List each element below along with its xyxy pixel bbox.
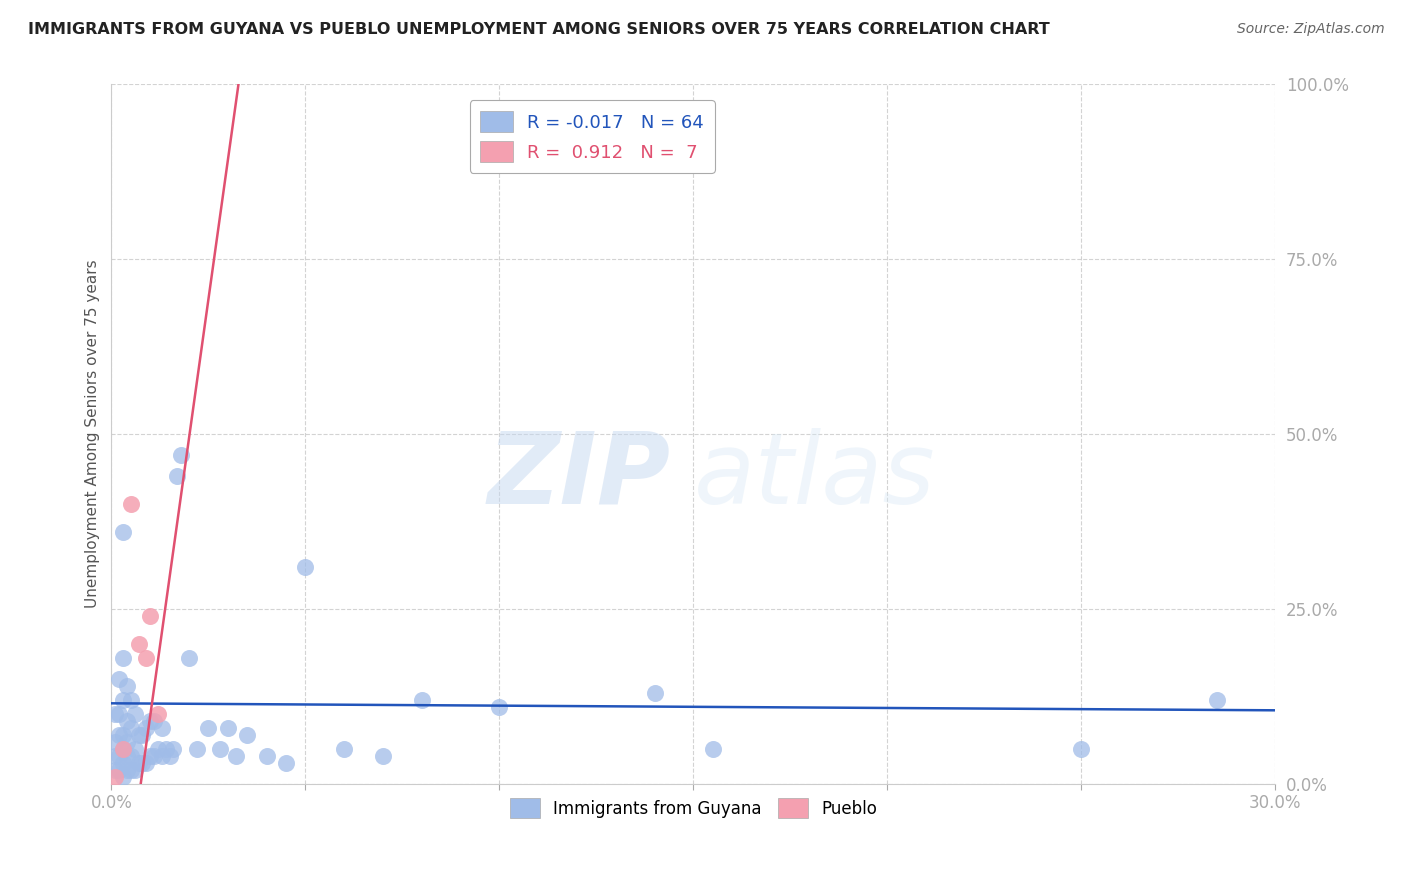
Point (150, 748, 173, 763)
Point (128, 728, 150, 742)
Point (333, 741, 356, 756)
Point (120, 748, 142, 763)
Point (225, 748, 247, 763)
Point (115, 748, 138, 763)
Point (209, 741, 232, 756)
Point (150, 721, 173, 735)
Point (115, 679, 138, 693)
Point (124, 763, 146, 777)
Point (112, 651, 135, 665)
Point (120, 763, 142, 777)
Point (135, 756, 157, 770)
Point (146, 706, 169, 721)
Point (128, 756, 150, 770)
Point (411, 693, 433, 707)
Point (112, 770, 135, 784)
Point (162, 741, 184, 756)
Point (159, 748, 181, 763)
Point (131, 728, 153, 742)
Point (104, 763, 127, 777)
Point (112, 693, 135, 707)
Point (186, 741, 208, 756)
Point (1070, 741, 1092, 756)
Point (371, 748, 394, 763)
Point (104, 748, 127, 763)
Point (120, 721, 142, 735)
Point (177, 651, 200, 665)
Point (112, 756, 135, 770)
Text: IMMIGRANTS FROM GUYANA VS PUEBLO UNEMPLOYMENT AMONG SENIORS OVER 75 YEARS CORREL: IMMIGRANTS FROM GUYANA VS PUEBLO UNEMPLO… (28, 22, 1050, 37)
Point (112, 741, 135, 756)
Point (108, 763, 131, 777)
Point (143, 714, 166, 728)
Point (108, 672, 131, 686)
Point (108, 706, 131, 721)
Point (124, 741, 146, 756)
Point (108, 728, 131, 742)
Point (120, 497, 142, 511)
Point (115, 714, 138, 728)
Point (139, 608, 162, 623)
Point (104, 770, 127, 784)
Point (274, 756, 297, 770)
Point (702, 741, 724, 756)
Text: atlas: atlas (693, 427, 935, 524)
Point (488, 699, 510, 714)
Text: ZIP: ZIP (486, 427, 671, 524)
Point (644, 686, 666, 700)
Point (146, 741, 169, 756)
Point (1206, 693, 1229, 707)
Point (139, 748, 162, 763)
Point (217, 721, 239, 735)
Point (120, 693, 142, 707)
Point (128, 637, 150, 651)
Point (104, 735, 127, 749)
Y-axis label: Unemployment Among Seniors over 75 years: Unemployment Among Seniors over 75 years (86, 260, 100, 608)
Point (294, 560, 316, 574)
Point (115, 763, 138, 777)
Point (170, 448, 193, 462)
Text: Source: ZipAtlas.com: Source: ZipAtlas.com (1237, 22, 1385, 37)
Point (135, 721, 157, 735)
Point (256, 748, 278, 763)
Point (115, 735, 138, 749)
Point (124, 706, 146, 721)
Point (197, 721, 219, 735)
Point (112, 524, 135, 539)
Point (143, 748, 166, 763)
Point (108, 748, 131, 763)
Point (112, 741, 135, 756)
Point (131, 756, 153, 770)
Point (112, 728, 135, 742)
Point (166, 469, 188, 483)
Point (139, 714, 162, 728)
Point (236, 728, 259, 742)
Point (135, 651, 157, 665)
Legend: Immigrants from Guyana, Pueblo: Immigrants from Guyana, Pueblo (503, 792, 884, 824)
Point (104, 706, 127, 721)
Point (155, 741, 177, 756)
